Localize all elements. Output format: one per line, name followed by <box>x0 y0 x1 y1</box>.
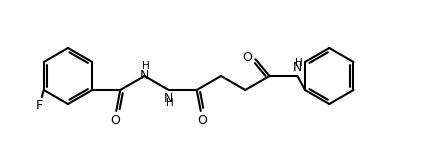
Text: H: H <box>295 58 303 68</box>
Text: O: O <box>110 114 120 127</box>
Text: F: F <box>36 99 43 112</box>
Text: N: N <box>293 61 302 74</box>
Text: N: N <box>140 69 149 81</box>
Text: N: N <box>164 92 173 105</box>
Text: H: H <box>166 98 173 108</box>
Text: O: O <box>243 51 252 64</box>
Text: O: O <box>197 114 207 127</box>
Text: H: H <box>142 61 149 71</box>
